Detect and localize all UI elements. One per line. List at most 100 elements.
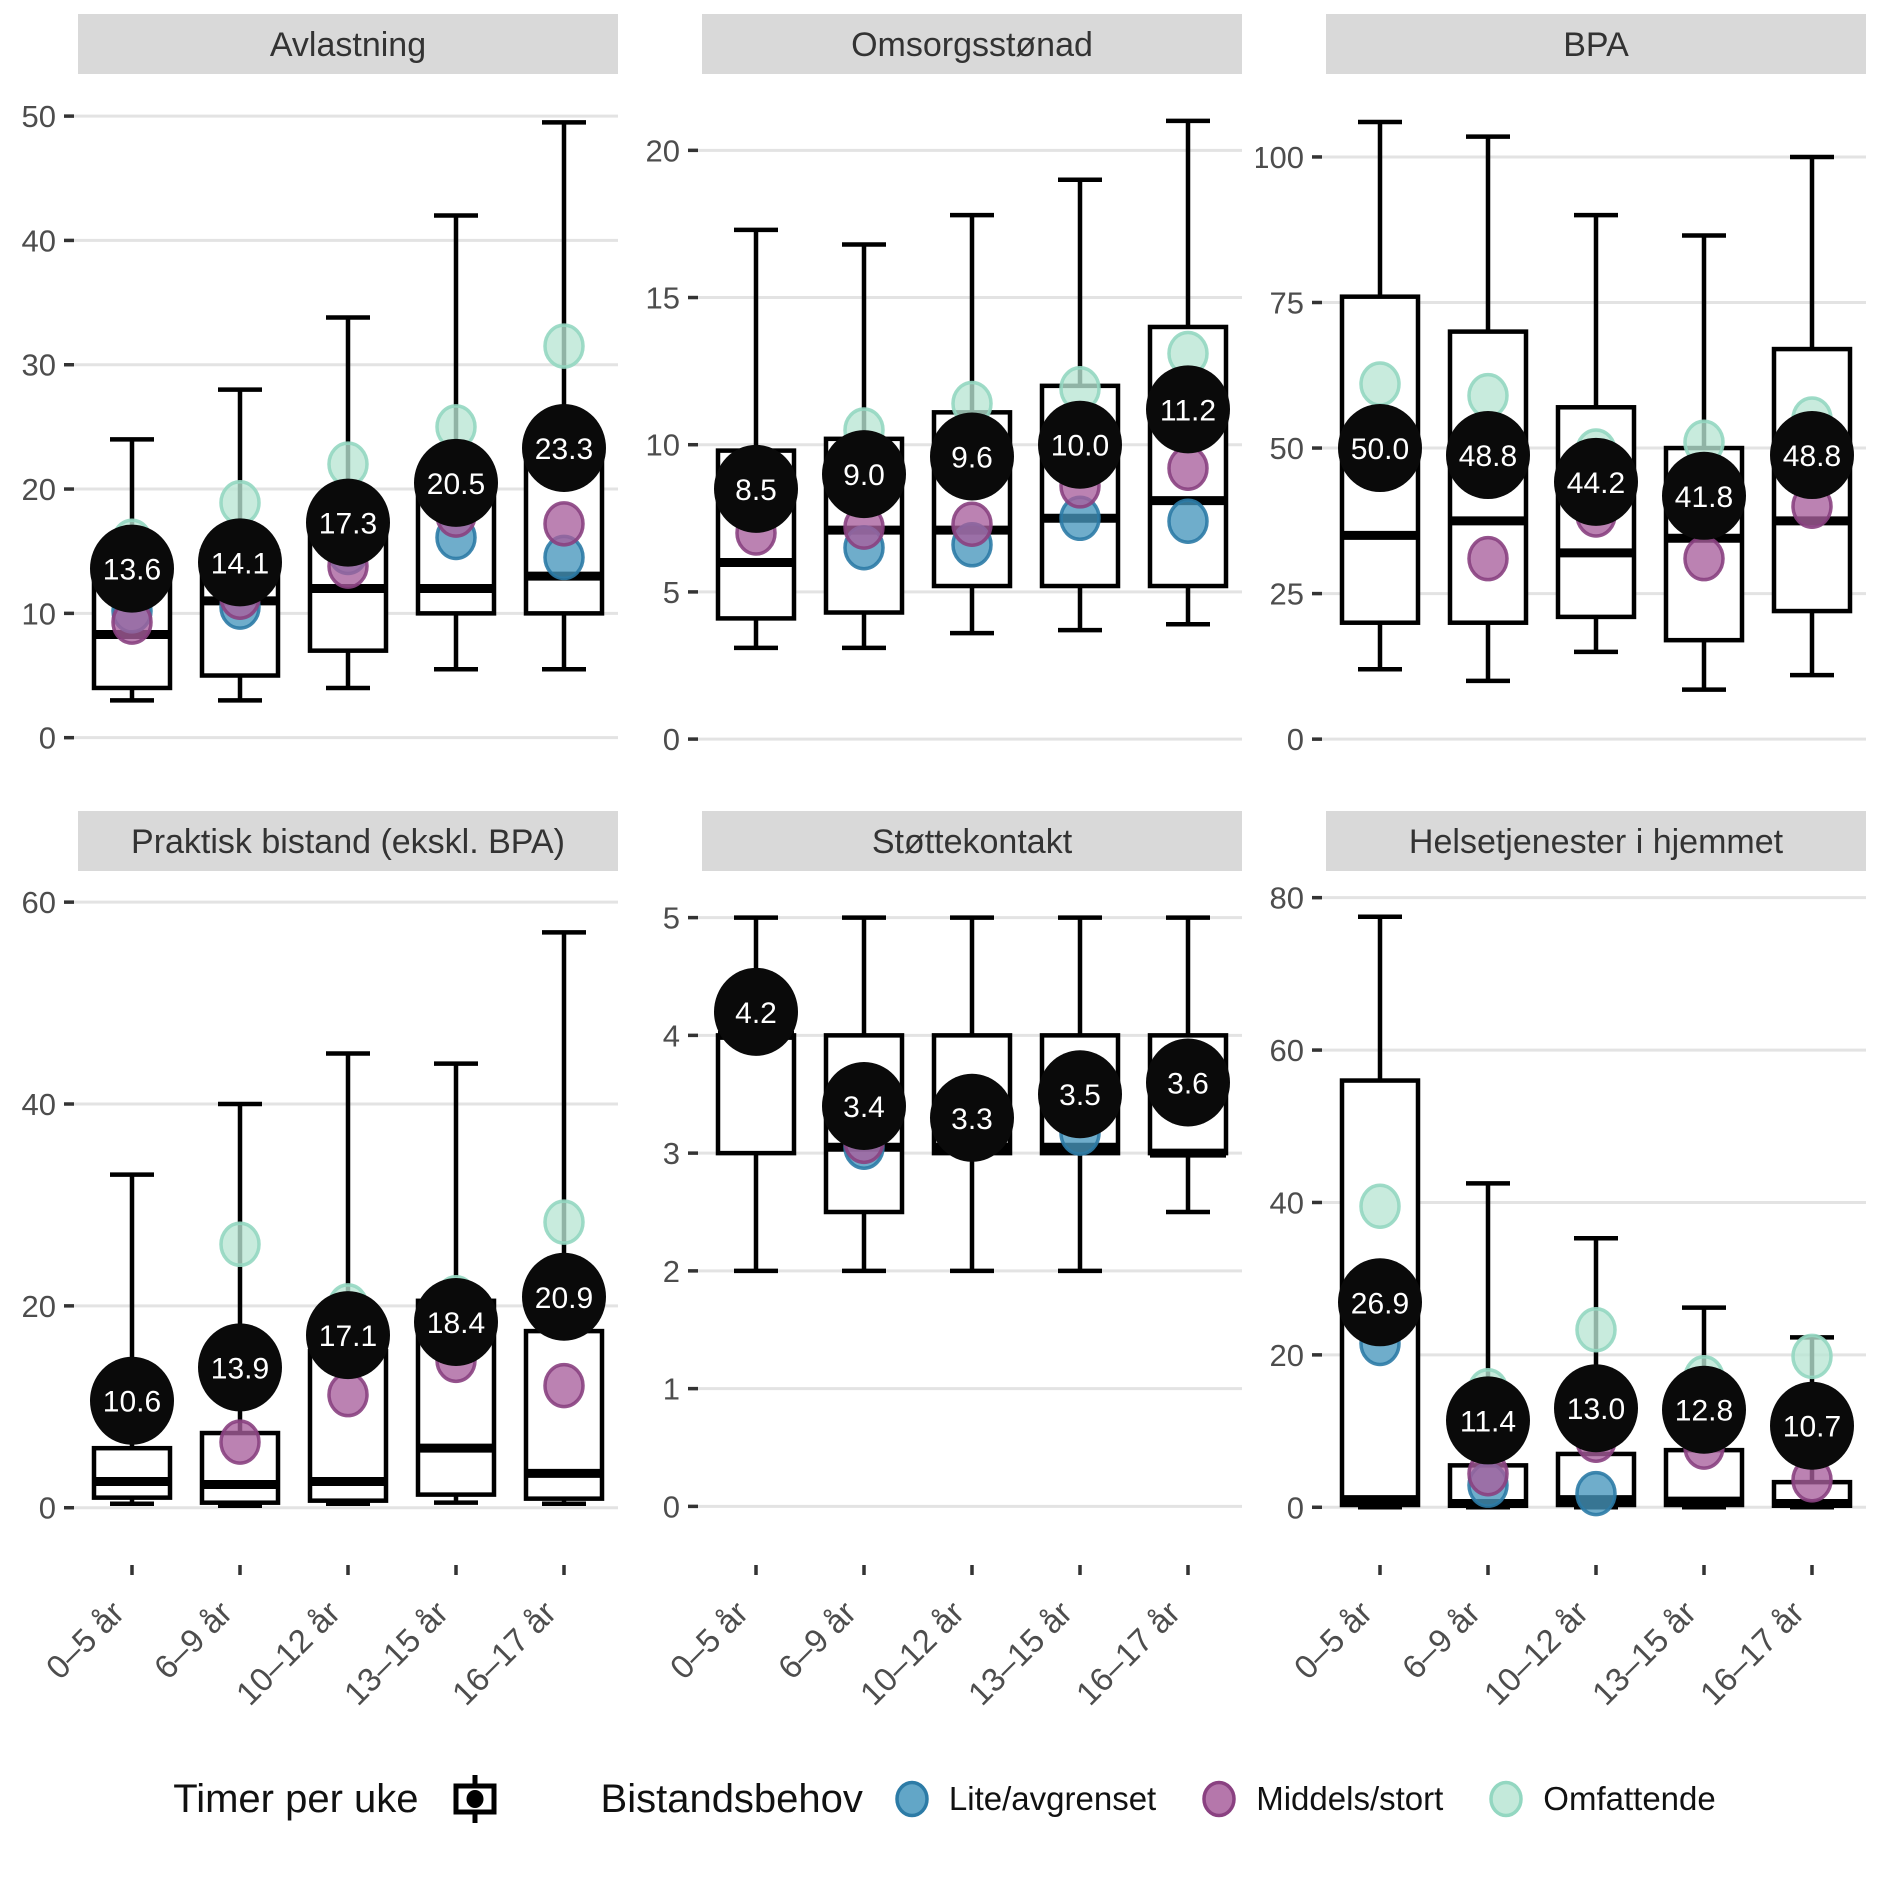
mean-marker [1338,1258,1422,1347]
dot-omfattende [219,1221,261,1268]
panel-praktisk-bistand-ekskl-bpa-: Praktisk bistand (ekskl. BPA) 0 20 40 60 10.6… [8,811,618,1740]
mean-marker [1146,1038,1230,1127]
x-tick-label: 16–17 år [1069,1594,1187,1712]
mean-value-label: 11.4 [1460,1405,1516,1438]
legend-item-label: Middels/stort [1256,1780,1444,1817]
y-tick-label: 50 [22,99,56,134]
facet-title: BPA [1563,26,1629,64]
x-tick-label: 6–9 år [771,1594,863,1686]
mean-marker [714,967,798,1056]
mean-value-label: 14.1 [211,547,269,580]
middels-dot-icon [1202,1780,1236,1818]
y-tick-label: 40 [1270,1185,1304,1220]
panel-helsetjenester-i-hjemmet: Helsetjenester i hjemmet 0 20 40 60 80 26.9 11.… [1256,811,1866,1740]
y-tick-label: 0 [39,721,56,756]
mean-value-label: 48.8 [1783,440,1841,473]
legend-item-middels: Middels/stort [1200,1780,1443,1818]
mean-marker [198,1323,282,1412]
mean-marker [1446,1376,1530,1465]
panel-avlastning: Avlastning 0 10 20 30 40 50 13.6 14.1 17.3 20.5 23.… [8,14,618,797]
y-tick-label: 2 [663,1254,680,1289]
iqr-box [91,1445,173,1500]
mean-marker [306,478,390,567]
dot-lite-avgrenset [1167,498,1209,545]
boxplot-key-icon [453,1775,497,1823]
mean-marker [90,524,174,613]
mean-marker [1770,1381,1854,1470]
mean-marker [1038,1050,1122,1139]
mean-value-label: 18.4 [427,1307,485,1340]
dot-omfattende [1359,1183,1401,1230]
facet-strip [702,811,1242,871]
facet-strip [702,14,1242,74]
panel-bpa: BPA 0 25 50 75 100 50.0 48.8 44.2 41.8 48.8 [1252,14,1866,797]
dot-omfattende [1359,361,1401,407]
mean-marker [198,518,282,607]
mean-marker [1554,1364,1638,1453]
dot-omfattende [543,1199,585,1245]
legend-item-label: Lite/avgrenset [948,1780,1157,1817]
legend-item-omfattende: Omfattende [1487,1780,1716,1818]
mean-value-label: 17.3 [319,508,377,541]
mean-value-label: 17.1 [319,1320,377,1353]
dot-omfattende [1467,372,1509,419]
mean-marker [822,430,906,519]
panel-plot: BPA 0 25 50 75 100 50.0 48.8 44.2 41.8 48.8 [1252,14,1866,757]
mean-value-label: 11.2 [1160,394,1216,427]
y-tick-label: 75 [1270,286,1304,321]
mean-marker [414,1278,498,1367]
x-tick-label: 6–9 år [1395,1594,1487,1686]
facet-title: Praktisk bistand (ekskl. BPA) [131,823,565,861]
legend-mean-title: Timer per uke [173,1776,419,1821]
y-tick-label: 0 [663,1489,680,1524]
boxplot [715,227,797,651]
mean-marker [1038,400,1122,489]
mean-value-label: 41.8 [1675,481,1733,514]
mean-value-label: 10.6 [103,1386,161,1419]
y-tick-label: 80 [1270,881,1304,916]
mean-marker [1338,404,1422,493]
y-tick-label: 50 [1270,431,1304,466]
legend-bistandsbehov-group: Bistandsbehov Lite/avgrenset Middels/sto… [601,1777,1716,1822]
x-tick-label: 0–5 år [663,1594,755,1686]
lite-dot-icon [895,1780,929,1818]
mean-marker [90,1356,174,1445]
dot-omfattende [1791,1333,1833,1380]
y-tick-label: 0 [1287,722,1304,757]
dot-middels-stort [1467,535,1509,582]
mean-value-label: 23.3 [535,433,593,466]
y-tick-label: 15 [646,281,680,316]
mean-marker [522,1252,606,1341]
mean-marker [1146,365,1230,454]
mean-value-label: 8.5 [735,474,777,507]
y-tick-label: 40 [22,223,56,258]
mean-value-label: 3.3 [951,1103,993,1136]
x-tick-label: 13–15 år [337,1594,455,1712]
panel-plot: Avlastning 0 10 20 30 40 50 13.6 14.1 17.3 20.5 23.… [22,14,618,756]
y-tick-label: 60 [1270,1033,1304,1068]
mean-marker [1554,437,1638,526]
legend-item-lite: Lite/avgrenset [893,1780,1156,1818]
mean-value-label: 44.2 [1567,467,1625,500]
dot-middels-stort [1683,535,1725,582]
dot-middels-stort [219,1419,261,1465]
mean-value-label: 20.5 [427,468,485,501]
facet-strip [78,811,618,871]
y-tick-label: 20 [646,133,680,168]
mean-marker [522,404,606,493]
omfattende-dot-icon [1489,1780,1524,1818]
dot-lite-avgrenset [1575,1470,1617,1517]
y-tick-label: 60 [22,885,56,920]
mean-value-label: 3.4 [843,1091,885,1124]
y-tick-label: 0 [39,1491,56,1526]
boxplot [307,1051,389,1506]
facet-title: Avlastning [270,26,426,64]
y-tick-label: 10 [22,596,56,631]
mean-value-label: 13.9 [211,1352,269,1385]
boxplot [91,1172,173,1506]
x-tick-label: 10–12 år [853,1594,971,1712]
dot-omfattende [543,323,585,369]
dot-middels-stort [951,501,993,547]
mean-value-label: 3.6 [1167,1067,1209,1100]
x-tick-label: 10–12 år [229,1594,347,1712]
